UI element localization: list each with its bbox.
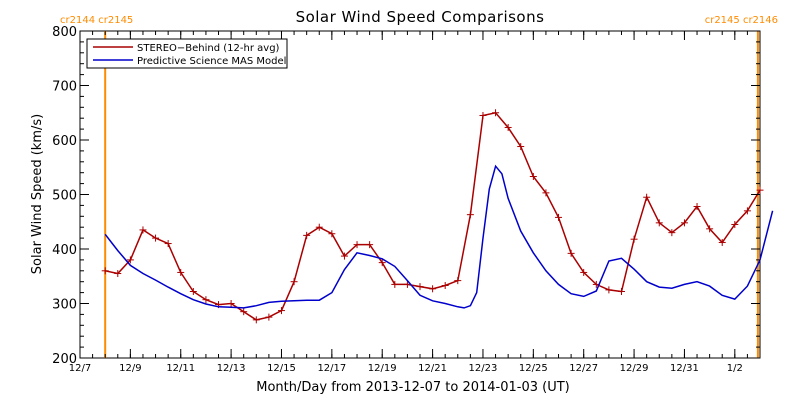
carrington-label-left: cr2144 cr2145 [60,15,133,26]
data-point-stereo-behind [756,186,764,194]
data-point-stereo-behind [567,249,575,257]
y-tick-label: 700 [52,80,77,95]
data-point-stereo-behind [492,109,500,117]
data-point-stereo-behind [353,241,361,249]
data-point-stereo-behind [189,288,197,296]
x-axis: 12/7 12/9 12/11 12/13 12/15 12/17 12/19 12/21 12… [69,31,761,374]
data-point-stereo-behind [227,300,235,307]
data-point-stereo-behind [529,173,537,181]
data-point-stereo-behind [718,238,726,246]
data-point-stereo-behind [655,219,663,227]
data-point-stereo-behind [340,252,348,260]
y-tick-label: 600 [52,134,77,149]
y-axis: 200 300 400 500 600 700 800 [52,25,760,367]
x-tick-label: 12/27 [569,363,598,374]
data-point-stereo-behind [328,230,336,238]
data-point-stereo-behind [693,202,701,210]
x-tick-label: 12/31 [670,363,699,374]
data-point-stereo-behind [416,283,424,291]
data-point-stereo-behind [277,307,285,315]
y-tick-label: 800 [52,25,77,40]
data-point-stereo-behind [177,268,185,276]
data-point-stereo-behind [466,211,474,219]
data-point-stereo-behind [101,267,109,275]
x-tick-label: 12/19 [368,363,397,374]
data-point-stereo-behind [114,270,122,278]
data-point-stereo-behind [202,296,210,304]
data-point-stereo-behind [164,240,172,248]
data-point-stereo-behind [504,123,512,131]
data-point-stereo-behind [303,231,311,239]
data-point-stereo-behind [366,241,374,249]
data-point-stereo-behind [378,259,386,267]
data-point-stereo-behind [391,280,399,288]
legend: STEREO−Behind (12-hr avg) Predictive Sci… [86,38,288,69]
x-tick-label: 12/7 [69,363,91,374]
data-point-stereo-behind [617,288,625,296]
data-point-stereo-behind [542,189,550,197]
x-tick-label: 1/2 [727,363,743,374]
chart-title: Solar Wind Speed Comparisons [296,8,545,26]
data-point-stereo-behind [454,277,462,285]
data-point-stereo-behind [479,111,487,119]
y-tick-label: 300 [52,298,77,313]
data-point-stereo-behind [731,220,739,228]
x-tick-label: 12/25 [519,363,548,374]
x-tick-label: 12/17 [317,363,346,374]
x-tick-label: 12/9 [119,363,141,374]
series-line-mas-model [104,164,774,309]
y-tick-label: 400 [52,243,77,258]
data-point-stereo-behind [126,256,134,264]
data-point-stereo-behind [240,308,248,316]
data-point-stereo-behind [315,223,323,231]
x-tick-label: 12/23 [469,363,498,374]
data-point-stereo-behind [706,225,714,233]
legend-box [86,38,288,69]
x-tick-label: 12/29 [620,363,649,374]
data-point-stereo-behind [139,226,147,234]
plot-area [79,30,774,359]
legend-label-mas-model: Predictive Science MAS Model [137,56,286,67]
data-point-stereo-behind [680,219,688,227]
data-point-stereo-behind [290,278,298,286]
data-point-stereo-behind [580,268,588,276]
data-point-stereo-behind [630,235,638,243]
data-point-stereo-behind [265,313,273,321]
y-axis-label: Solar Wind Speed (km/s) [30,114,45,274]
data-point-stereo-behind [252,316,260,324]
plot-frame [79,30,761,359]
data-point-stereo-behind [555,213,563,221]
x-tick-label: 12/13 [217,363,246,374]
data-point-stereo-behind [152,234,160,242]
data-point-stereo-behind [517,143,525,151]
legend-label-stereo-behind: STEREO−Behind (12-hr avg) [137,43,280,54]
x-tick-label: 12/11 [166,363,195,374]
data-point-stereo-behind [743,207,751,215]
data-point-stereo-behind [429,285,437,293]
y-tick-label: 200 [52,352,77,367]
data-point-stereo-behind [605,286,613,294]
data-point-stereo-behind [441,282,449,290]
x-tick-label: 12/21 [418,363,447,374]
carrington-label-right: cr2145 cr2146 [705,15,778,26]
x-axis-label: Month/Day from 2013-12-07 to 2014-01-03 … [256,380,569,395]
x-tick-label: 12/15 [267,363,296,374]
data-point-stereo-behind [668,229,676,237]
y-tick-label: 500 [52,189,77,204]
data-point-stereo-behind [643,193,651,201]
